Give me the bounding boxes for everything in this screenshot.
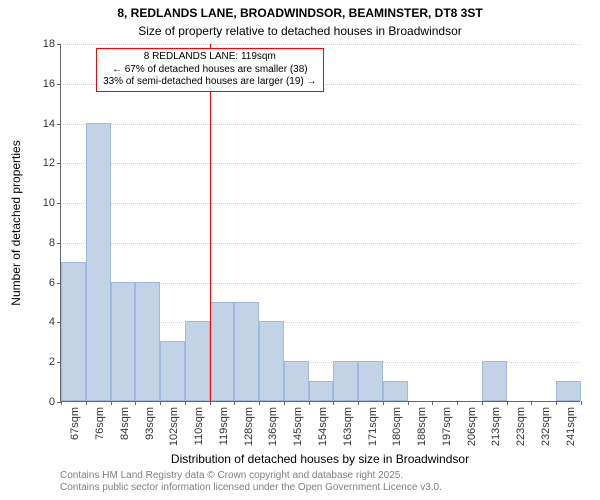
xtick [61, 401, 62, 405]
xtick-label: 76sqm [94, 407, 106, 440]
ytick-label: 4 [49, 316, 61, 328]
xtick [160, 401, 161, 405]
xtick [581, 401, 582, 405]
histogram-bar [284, 361, 309, 401]
xtick [507, 401, 508, 405]
xtick-label: 232sqm [540, 407, 552, 446]
ytick-label: 14 [43, 118, 61, 130]
xtick-label: 154sqm [317, 407, 329, 446]
xtick [358, 401, 359, 405]
xtick-label: 188sqm [416, 407, 428, 446]
xtick [234, 401, 235, 405]
xtick [383, 401, 384, 405]
xtick [482, 401, 483, 405]
annotation-line3: 33% of semi-detached houses are larger (… [103, 76, 316, 89]
xtick [111, 401, 112, 405]
ytick-label: 8 [49, 237, 61, 249]
chart-title-line1: 8, REDLANDS LANE, BROADWINDSOR, BEAMINST… [0, 6, 600, 20]
histogram-bar [86, 123, 111, 401]
xtick-label: 197sqm [441, 407, 453, 446]
xtick [333, 401, 334, 405]
xtick [457, 401, 458, 405]
xtick [309, 401, 310, 405]
x-axis-label: Distribution of detached houses by size … [60, 452, 580, 466]
histogram-bar [333, 361, 358, 401]
histogram-bar [383, 381, 408, 401]
histogram-bar [135, 282, 160, 401]
xtick-label: 180sqm [391, 407, 403, 446]
xtick-label: 223sqm [515, 407, 527, 446]
xtick-label: 163sqm [342, 407, 354, 446]
histogram-bar [185, 321, 210, 401]
histogram-bar [234, 302, 259, 401]
annotation-line1: 8 REDLANDS LANE: 119sqm [103, 51, 316, 64]
xtick-label: 206sqm [466, 407, 478, 446]
gridline [61, 124, 580, 125]
xtick-label: 93sqm [144, 407, 156, 440]
ytick-label: 0 [49, 396, 61, 408]
y-axis-label: Number of detached properties [9, 140, 23, 305]
xtick [531, 401, 532, 405]
ytick-label: 6 [49, 277, 61, 289]
ytick-label: 12 [43, 157, 61, 169]
ytick-label: 10 [43, 197, 61, 209]
chart-title-line2: Size of property relative to detached ho… [0, 24, 600, 38]
histogram-bar [556, 381, 581, 401]
xtick-label: 136sqm [267, 407, 279, 446]
gridline [61, 44, 580, 45]
xtick [86, 401, 87, 405]
xtick [185, 401, 186, 405]
marker-line [210, 44, 211, 401]
histogram-bar [482, 361, 507, 401]
plot-area: 02468101214161867sqm76sqm84sqm93sqm102sq… [60, 44, 580, 402]
histogram-bar [358, 361, 383, 401]
xtick-label: 84sqm [119, 407, 131, 440]
xtick-label: 67sqm [69, 407, 81, 440]
ytick-label: 2 [49, 356, 61, 368]
histogram-bar [111, 282, 136, 401]
histogram-bar [160, 341, 185, 401]
gridline [61, 243, 580, 244]
xtick-label: 145sqm [292, 407, 304, 446]
histogram-bar [309, 381, 334, 401]
xtick [259, 401, 260, 405]
xtick-label: 171sqm [367, 407, 379, 446]
footer-line1: Contains HM Land Registry data © Crown c… [60, 470, 442, 482]
ytick-label: 18 [43, 38, 61, 50]
xtick-label: 241sqm [565, 407, 577, 446]
histogram-bar [210, 302, 235, 401]
annotation-box: 8 REDLANDS LANE: 119sqm← 67% of detached… [96, 48, 323, 92]
xtick [556, 401, 557, 405]
xtick [210, 401, 211, 405]
annotation-line2: ← 67% of detached houses are smaller (38… [103, 64, 316, 77]
xtick-label: 119sqm [218, 407, 230, 445]
footer-line2: Contains public sector information licen… [60, 482, 442, 494]
histogram-bar [61, 262, 86, 401]
xtick-label: 110sqm [193, 407, 205, 445]
xtick-label: 102sqm [168, 407, 180, 446]
xtick [408, 401, 409, 405]
ytick-label: 16 [43, 78, 61, 90]
xtick-label: 213sqm [490, 407, 502, 446]
xtick [432, 401, 433, 405]
xtick [284, 401, 285, 405]
xtick-label: 128sqm [243, 407, 255, 446]
gridline [61, 203, 580, 204]
xtick [135, 401, 136, 405]
histogram-bar [259, 321, 284, 401]
gridline [61, 163, 580, 164]
footer-attribution: Contains HM Land Registry data © Crown c… [60, 470, 442, 494]
